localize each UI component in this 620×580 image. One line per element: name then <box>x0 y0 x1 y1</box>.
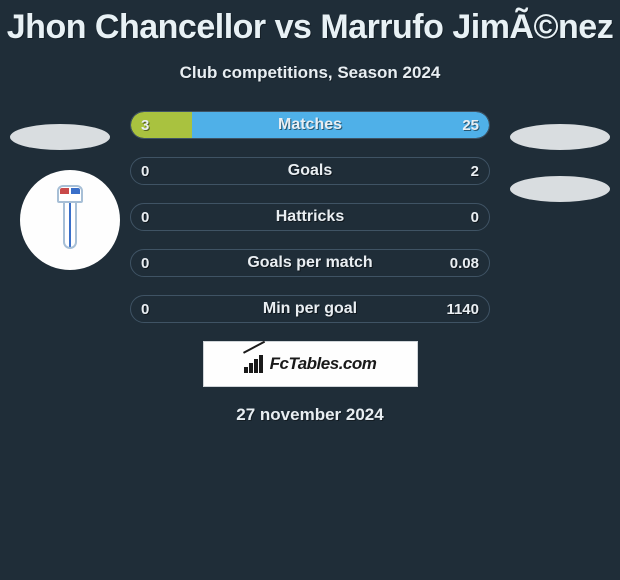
stat-value-right: 0 <box>471 204 479 230</box>
stat-label: Goals <box>131 158 489 184</box>
stat-row: 0 Hattricks 0 <box>130 203 490 231</box>
stat-label: Hattricks <box>131 204 489 230</box>
stat-row: 3 Matches 25 <box>130 111 490 139</box>
fctables-icon <box>244 355 266 373</box>
fctables-label: FcTables.com <box>270 354 377 374</box>
stat-row: 0 Goals 2 <box>130 157 490 185</box>
stat-value-right: 2 <box>471 158 479 184</box>
comparison-date: 27 november 2024 <box>0 405 620 425</box>
stat-value-right: 25 <box>462 112 479 138</box>
stat-label: Goals per match <box>131 250 489 276</box>
stat-value-right: 1140 <box>446 296 479 322</box>
stat-label: Matches <box>131 112 489 138</box>
stats-chart: 3 Matches 25 0 Goals 2 0 Hattricks 0 0 G… <box>0 111 620 323</box>
stat-row: 0 Goals per match 0.08 <box>130 249 490 277</box>
comparison-title: Jhon Chancellor vs Marrufo JimÃ©nez <box>0 0 620 47</box>
fctables-branding[interactable]: FcTables.com <box>203 341 418 387</box>
stat-row: 0 Min per goal 1140 <box>130 295 490 323</box>
comparison-subtitle: Club competitions, Season 2024 <box>0 63 620 83</box>
stat-label: Min per goal <box>131 296 489 322</box>
stat-value-right: 0.08 <box>450 250 479 276</box>
